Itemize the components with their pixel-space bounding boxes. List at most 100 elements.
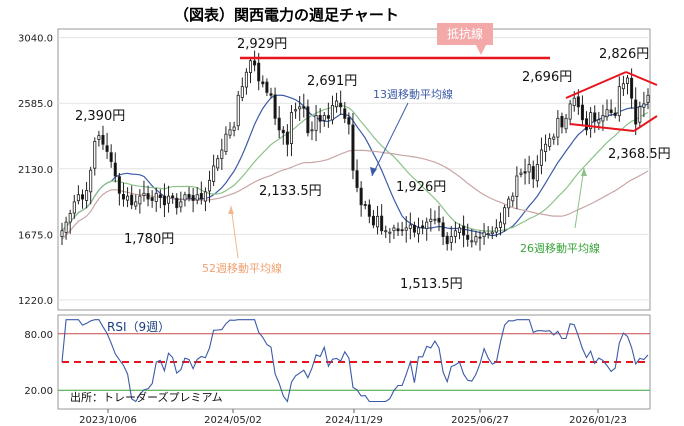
y-tick-label: 2130.0 <box>18 165 53 176</box>
candle-up <box>597 119 601 124</box>
candle-down <box>171 195 175 198</box>
candle-down <box>445 235 449 245</box>
candle-up <box>625 77 630 84</box>
candle-up <box>498 221 502 228</box>
rsi-y-tick-label: 80.00 <box>24 330 53 341</box>
candle-down <box>371 215 375 226</box>
annotation-high-2826: 2,826円 <box>599 47 649 62</box>
candle-down <box>265 81 269 93</box>
ma26-label: 26週移動平均線 <box>520 241 600 255</box>
candle-up <box>388 231 392 234</box>
candle-up <box>617 86 621 117</box>
candle-up <box>126 195 130 201</box>
candle-up <box>392 227 396 232</box>
candle-down <box>158 194 162 198</box>
candle-up <box>449 236 453 243</box>
y-tick-label: 3040.0 <box>18 34 53 45</box>
candle-up <box>294 109 298 112</box>
ma13-line <box>61 94 649 237</box>
candle-down <box>199 193 203 200</box>
rsi-line <box>61 319 649 403</box>
triangle-upper-line <box>565 71 627 99</box>
candle-up <box>638 106 642 123</box>
y-tick-label: 1220.0 <box>18 296 53 307</box>
y-tick-label: 1675.0 <box>18 230 53 241</box>
candle-down <box>273 94 277 119</box>
candle-up <box>384 230 388 233</box>
candle-down <box>400 229 404 232</box>
candlesticks <box>60 50 650 251</box>
candle-up <box>507 198 511 209</box>
ma13-label: 13週移動平均線 <box>373 87 453 101</box>
candle-up <box>60 230 64 237</box>
candle-up <box>556 117 560 138</box>
y-tick-label: 2585.0 <box>18 99 53 110</box>
candle-up <box>134 201 138 207</box>
candle-up <box>244 71 248 88</box>
candle-down <box>277 117 281 131</box>
candle-down <box>593 112 597 122</box>
annotation-2390: 2,390円 <box>75 109 125 124</box>
candle-up <box>535 164 539 182</box>
resistance-label-pointer <box>476 45 486 55</box>
candle-up <box>89 169 93 193</box>
candle-down <box>613 112 617 116</box>
candle-up <box>203 191 207 202</box>
candle-up <box>212 165 216 182</box>
candle-up <box>330 104 334 121</box>
candle-down <box>355 170 359 188</box>
candle-up <box>482 231 486 237</box>
candle-down <box>150 197 154 201</box>
candle-down <box>162 195 166 206</box>
x-tick-label: 2024/11/29 <box>325 415 383 426</box>
candle-up <box>494 227 498 233</box>
rsi-panel <box>58 319 650 403</box>
ma52-label: 52週移動平均線 <box>202 261 282 275</box>
candle-up <box>503 207 507 225</box>
candle-down <box>175 197 179 209</box>
candle-up <box>220 149 224 159</box>
candle-down <box>146 193 150 200</box>
candle-up <box>232 126 236 131</box>
candle-up <box>298 106 302 110</box>
candle-up <box>93 140 97 169</box>
candle-up <box>425 221 429 230</box>
rsi-y-tick-label: 20.00 <box>24 386 53 397</box>
candle-down <box>441 222 445 237</box>
candle-down <box>117 176 121 194</box>
resistance-label: 抵抗線 <box>447 26 483 41</box>
candle-down <box>130 194 134 206</box>
rsi-title: RSI（9週） <box>107 320 170 334</box>
candle-up <box>138 195 142 205</box>
candle-up <box>72 201 76 214</box>
candle-up <box>208 179 212 192</box>
candle-up <box>322 115 326 121</box>
candle-up <box>605 109 609 118</box>
candle-up <box>453 230 457 237</box>
candle-down <box>318 115 322 122</box>
candle-down <box>281 129 285 134</box>
x-axis-ticks: 2023/10/06 2024/05/02 2024/11/29 2025/06/27… <box>79 409 627 426</box>
candle-down <box>576 96 580 108</box>
candle-up <box>97 135 101 140</box>
annotation-2696: 2,696円 <box>522 70 572 85</box>
candle-up <box>416 227 421 235</box>
candle-down <box>306 106 310 134</box>
candle-down <box>187 193 191 199</box>
candle-down <box>396 228 400 232</box>
candle-down <box>302 106 306 109</box>
x-tick-label: 2026/01/23 <box>569 415 627 426</box>
candle-down <box>113 162 117 177</box>
candle-up <box>470 240 474 243</box>
annotation-high-2929: 2,929円 <box>237 37 287 52</box>
candle-down <box>269 93 273 96</box>
candle-down <box>380 215 384 232</box>
ma52-arrowhead <box>228 206 234 214</box>
candle-up <box>248 60 253 73</box>
candle-down <box>101 135 105 145</box>
candle-up <box>642 103 646 108</box>
candle-down <box>466 234 470 240</box>
candle-up <box>589 112 593 130</box>
chart-title: （図表）関西電力の週足チャート <box>174 6 399 24</box>
y-axis-ticks: 3040.0 2585.0 2130.0 1675.0 1220.0 80.00 20.00 <box>18 34 53 398</box>
